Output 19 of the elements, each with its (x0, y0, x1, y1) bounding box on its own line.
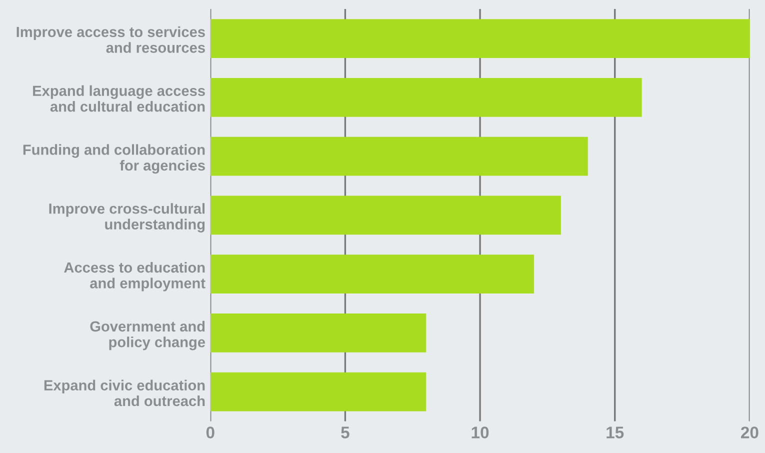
bar (210, 78, 642, 117)
y-tick-label: Expand language access and cultural education (33, 85, 205, 112)
bar (210, 196, 561, 235)
x-tick-label: 0 (206, 426, 214, 438)
y-tick-label: Improve access to services and resources (16, 26, 205, 53)
y-tick-label: Expand civic education and outreach (44, 380, 205, 406)
bar (210, 314, 426, 352)
y-tick-label: Government and policy change (90, 320, 206, 350)
y-tick-label: Improve cross-cultural understanding (49, 203, 205, 232)
bar (210, 19, 750, 58)
y-tick-label: Access to education and employment (64, 262, 206, 292)
bar (210, 372, 426, 412)
bar (210, 254, 534, 294)
x-tick-label: 20 (741, 426, 758, 438)
x-tick-label: 15 (606, 426, 624, 438)
y-tick-label: Funding and collaboration for agencies (23, 144, 205, 174)
x-tick-label: 10 (472, 426, 489, 438)
x-tick-label: 5 (341, 426, 350, 438)
bar (210, 136, 588, 176)
